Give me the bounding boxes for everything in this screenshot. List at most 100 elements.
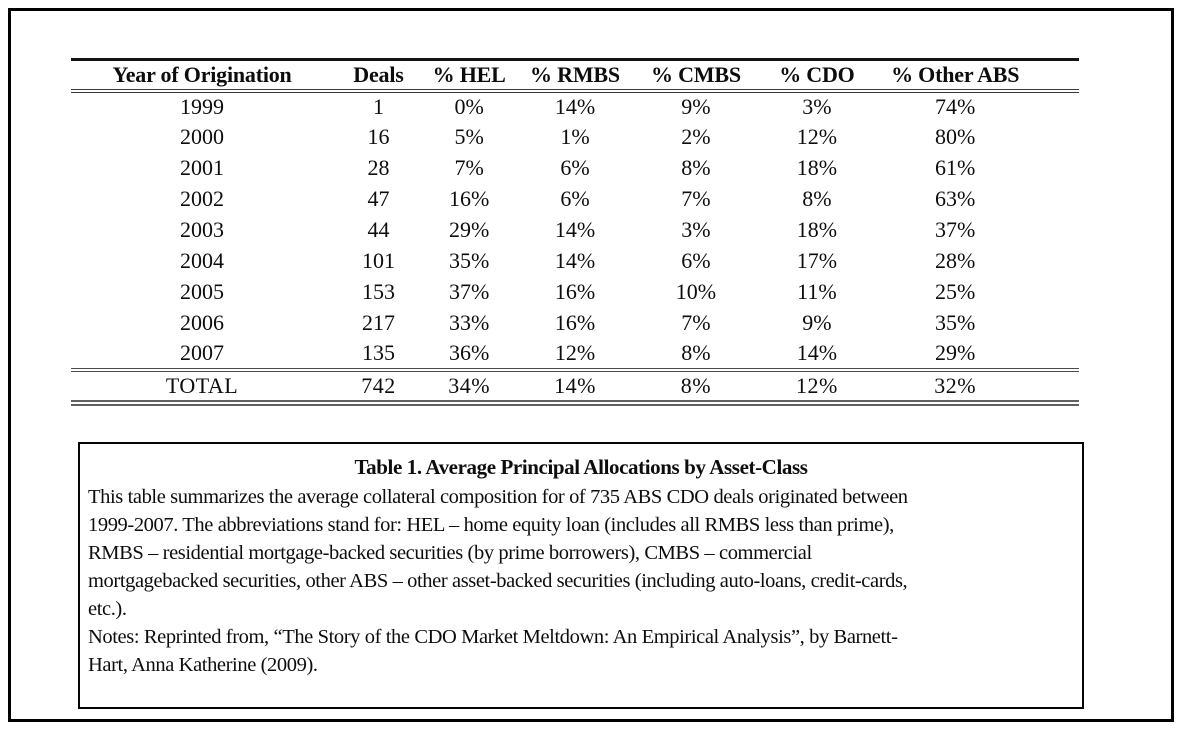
table-cell: 2002 <box>180 186 225 211</box>
table-cell: 36% <box>423 338 515 372</box>
table-row: 2007 135 36% 12% 8% 14% 29% <box>71 338 1079 372</box>
table-cell: 37% <box>448 279 490 304</box>
total-cell: 32% <box>877 369 1079 406</box>
table-cell: 2003 <box>180 217 225 242</box>
table-cell: 2005 <box>180 279 225 304</box>
table-cell: 3% <box>802 94 832 119</box>
table-cell: 14% <box>756 338 878 372</box>
table-total-row: TOTAL 742 34% 14% 8% 12% 32% <box>71 369 1079 406</box>
table-body: 1999 1 0% 14% 9% 3% 74% 2000 16 5% 1% 2% 12% 80% 2001 2… <box>71 91 1079 372</box>
table-row: 2004 101 35% 14% 6% 17% 28% <box>71 246 1079 277</box>
table-cell: 33% <box>448 310 490 335</box>
table-cell: 18% <box>796 155 838 180</box>
table-cell: 16 <box>367 124 390 149</box>
caption-line: This table summarizes the average collat… <box>88 486 908 508</box>
total-cell: TOTAL <box>71 369 334 406</box>
table-row: 2005 153 37% 16% 10% 11% 25% <box>71 277 1079 308</box>
table-cell: 28 <box>367 155 390 180</box>
table-cell: 28% <box>935 248 976 273</box>
column-header-cdo: % CDO <box>756 58 878 93</box>
total-cell: 14% <box>514 369 636 406</box>
table-cell: 29% <box>877 338 1079 372</box>
table-cell: 44 <box>367 217 390 242</box>
table-cell: 16% <box>554 279 596 304</box>
table-cell: 6% <box>560 186 590 211</box>
table-cell: 17% <box>796 248 838 273</box>
table-cell: 25% <box>935 279 976 304</box>
table-row: 2000 16 5% 1% 2% 12% 80% <box>71 122 1079 153</box>
column-header-hel: % HEL <box>423 58 515 93</box>
table-cell: 16% <box>448 186 490 211</box>
caption-line: etc.). <box>88 598 127 620</box>
caption-line: mortgagebacked securities, other ABS – o… <box>88 570 908 592</box>
table-cell: 153 <box>361 279 395 304</box>
column-header-deals: Deals <box>333 58 424 93</box>
total-cell: 742 <box>333 369 424 406</box>
table-row: 2006 217 33% 16% 7% 9% 35% <box>71 308 1079 339</box>
table-cell: 11% <box>797 279 837 304</box>
table-cell: 12% <box>796 124 838 149</box>
total-cell: 12% <box>756 369 878 406</box>
table-cell: 2007 <box>71 338 334 372</box>
table-cell: 2% <box>681 124 711 149</box>
table-cell: 16% <box>554 310 596 335</box>
table-cell: 35% <box>448 248 490 273</box>
table-cell: 18% <box>796 217 838 242</box>
table-cell: 9% <box>681 94 711 119</box>
caption-line: RMBS – residential mortgage-backed secur… <box>88 542 812 564</box>
table-cell: 35% <box>935 310 976 335</box>
table-cell: 47 <box>367 186 390 211</box>
table-cell: 14% <box>554 217 596 242</box>
column-header-cmbs: % CMBS <box>635 58 757 93</box>
column-header-year: Year of Origination <box>71 58 334 93</box>
table-cell: 101 <box>361 248 395 273</box>
table-cell: 1999 <box>180 94 225 119</box>
table-cell: 217 <box>361 310 395 335</box>
caption-box: Table 1. Average Principal Allocations b… <box>78 442 1084 709</box>
caption-line: 1999-2007. The abbreviations stand for: … <box>88 514 894 536</box>
allocations-table: Year of Origination Deals % HEL % RMBS %… <box>71 58 1079 406</box>
table-cell: 8% <box>681 155 711 180</box>
table-cell: 2001 <box>180 155 225 180</box>
table-cell: 2004 <box>180 248 225 273</box>
column-header-other-abs: % Other ABS <box>877 58 1079 93</box>
table-cell: 8% <box>802 186 832 211</box>
table-cell: 8% <box>635 338 757 372</box>
table-cell: 37% <box>935 217 976 242</box>
table-cell: 7% <box>681 310 711 335</box>
table-cell: 80% <box>935 124 976 149</box>
page-frame: Year of Origination Deals % HEL % RMBS %… <box>8 8 1174 722</box>
table-header-row: Year of Origination Deals % HEL % RMBS %… <box>71 58 1079 93</box>
table-cell: 7% <box>681 186 711 211</box>
table-cell: 10% <box>675 279 717 304</box>
caption-line: Notes: Reprinted from, “The Story of the… <box>88 626 898 648</box>
table-cell: 5% <box>454 124 484 149</box>
table-row: 2002 47 16% 6% 7% 8% 63% <box>71 184 1079 215</box>
table-cell: 3% <box>681 217 711 242</box>
table-row: 2003 44 29% 14% 3% 18% 37% <box>71 215 1079 246</box>
table-cell: 9% <box>802 310 832 335</box>
table-cell: 2000 <box>180 124 225 149</box>
table-cell: 1% <box>560 124 590 149</box>
table-cell: 6% <box>560 155 590 180</box>
column-header-rmbs: % RMBS <box>514 58 636 93</box>
table-cell: 29% <box>448 217 490 242</box>
table-cell: 61% <box>935 155 976 180</box>
table-row: 1999 1 0% 14% 9% 3% 74% <box>71 91 1079 122</box>
table-cell: 14% <box>554 248 596 273</box>
table-row: 2001 28 7% 6% 8% 18% 61% <box>71 153 1079 184</box>
table-cell: 63% <box>935 186 976 211</box>
caption-line: Hart, Anna Katherine (2009). <box>88 654 318 676</box>
table-cell: 0% <box>454 94 484 119</box>
table-cell: 135 <box>333 338 424 372</box>
table-cell: 74% <box>935 94 976 119</box>
table-cell: 6% <box>681 248 711 273</box>
table-cell: 1 <box>372 94 384 119</box>
total-cell: 8% <box>635 369 757 406</box>
caption-body: This table summarizes the average collat… <box>88 483 1074 679</box>
caption-title: Table 1. Average Principal Allocations b… <box>354 455 808 479</box>
table-cell: 14% <box>554 94 596 119</box>
table-cell: 7% <box>454 155 484 180</box>
table-cell: 12% <box>514 338 636 372</box>
total-cell: 34% <box>423 369 515 406</box>
